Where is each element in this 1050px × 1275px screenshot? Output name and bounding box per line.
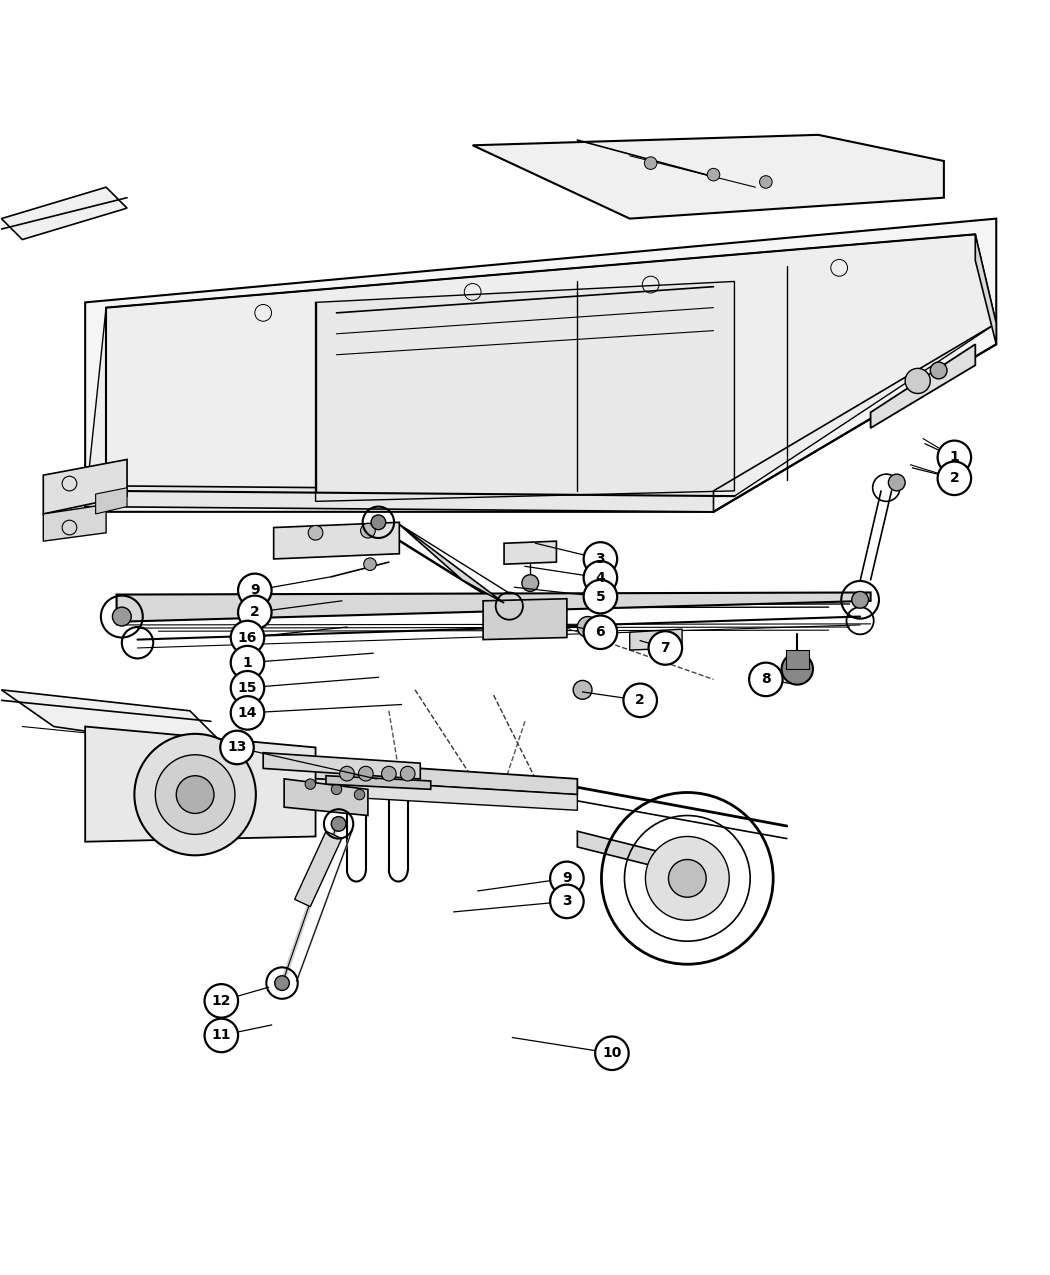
Circle shape: [371, 515, 385, 529]
Circle shape: [938, 441, 971, 474]
Circle shape: [112, 607, 131, 626]
Polygon shape: [785, 650, 808, 669]
Text: 3: 3: [562, 894, 571, 908]
Polygon shape: [1, 187, 127, 240]
Polygon shape: [85, 727, 316, 842]
Text: 11: 11: [211, 1029, 231, 1043]
Circle shape: [669, 859, 707, 898]
Polygon shape: [96, 488, 127, 514]
Polygon shape: [85, 235, 996, 506]
Polygon shape: [870, 344, 975, 428]
Circle shape: [176, 775, 214, 813]
Text: 15: 15: [237, 681, 257, 695]
Circle shape: [231, 621, 265, 654]
Text: 2: 2: [250, 606, 259, 620]
Text: 6: 6: [595, 625, 605, 639]
Circle shape: [381, 766, 396, 782]
Polygon shape: [264, 775, 578, 811]
Circle shape: [781, 653, 813, 685]
Text: 7: 7: [660, 641, 670, 655]
Circle shape: [646, 836, 729, 921]
Circle shape: [155, 755, 235, 834]
Circle shape: [331, 784, 341, 794]
Circle shape: [306, 779, 316, 789]
Circle shape: [309, 525, 323, 541]
Text: 16: 16: [237, 631, 257, 644]
Polygon shape: [630, 629, 682, 650]
Text: 8: 8: [761, 672, 771, 686]
Circle shape: [331, 816, 345, 831]
Circle shape: [578, 617, 598, 638]
Circle shape: [205, 984, 238, 1017]
Polygon shape: [274, 523, 399, 558]
Circle shape: [749, 663, 782, 696]
Text: 5: 5: [595, 589, 605, 603]
Circle shape: [708, 168, 720, 181]
Polygon shape: [399, 524, 504, 603]
Circle shape: [584, 561, 617, 594]
Circle shape: [888, 474, 905, 491]
Circle shape: [231, 696, 265, 729]
Circle shape: [220, 731, 254, 764]
Text: 2: 2: [949, 472, 960, 486]
Polygon shape: [472, 135, 944, 218]
Polygon shape: [43, 459, 127, 514]
Circle shape: [363, 558, 376, 570]
Circle shape: [649, 631, 682, 664]
Polygon shape: [295, 831, 341, 907]
Circle shape: [584, 542, 617, 576]
Text: 3: 3: [595, 552, 605, 566]
Circle shape: [231, 646, 265, 680]
Circle shape: [400, 766, 415, 782]
Circle shape: [231, 671, 265, 705]
Text: 2: 2: [635, 694, 645, 708]
Circle shape: [573, 681, 592, 699]
Circle shape: [358, 766, 373, 782]
Polygon shape: [483, 599, 567, 640]
Polygon shape: [316, 282, 734, 501]
Polygon shape: [1, 690, 232, 752]
Circle shape: [645, 157, 657, 170]
Circle shape: [624, 683, 657, 717]
Circle shape: [550, 862, 584, 895]
Circle shape: [759, 176, 772, 189]
Circle shape: [339, 766, 354, 782]
Polygon shape: [264, 757, 578, 794]
Circle shape: [584, 616, 617, 649]
Text: 12: 12: [211, 994, 231, 1007]
Polygon shape: [327, 775, 430, 789]
Polygon shape: [578, 831, 682, 873]
Text: 10: 10: [603, 1047, 622, 1061]
Circle shape: [595, 1037, 629, 1070]
Circle shape: [238, 595, 272, 629]
Text: 1: 1: [949, 450, 960, 464]
Circle shape: [905, 368, 930, 394]
Circle shape: [938, 462, 971, 495]
Polygon shape: [285, 779, 368, 816]
Circle shape: [354, 789, 364, 799]
Circle shape: [238, 574, 272, 607]
Polygon shape: [85, 486, 714, 511]
Circle shape: [360, 523, 375, 538]
Circle shape: [205, 1019, 238, 1052]
Circle shape: [522, 575, 539, 592]
Polygon shape: [117, 593, 870, 622]
Text: 13: 13: [228, 741, 247, 755]
Polygon shape: [264, 752, 420, 779]
Text: 9: 9: [562, 871, 571, 885]
Polygon shape: [85, 218, 996, 511]
Polygon shape: [975, 235, 996, 344]
Text: 4: 4: [595, 571, 605, 585]
Circle shape: [275, 975, 290, 991]
Circle shape: [584, 580, 617, 613]
Circle shape: [550, 885, 584, 918]
Text: 9: 9: [250, 584, 259, 598]
Circle shape: [852, 592, 868, 608]
Circle shape: [930, 362, 947, 379]
Circle shape: [134, 734, 256, 856]
Polygon shape: [43, 505, 106, 541]
Text: 1: 1: [243, 655, 252, 669]
Polygon shape: [504, 541, 556, 565]
Text: 14: 14: [237, 706, 257, 720]
